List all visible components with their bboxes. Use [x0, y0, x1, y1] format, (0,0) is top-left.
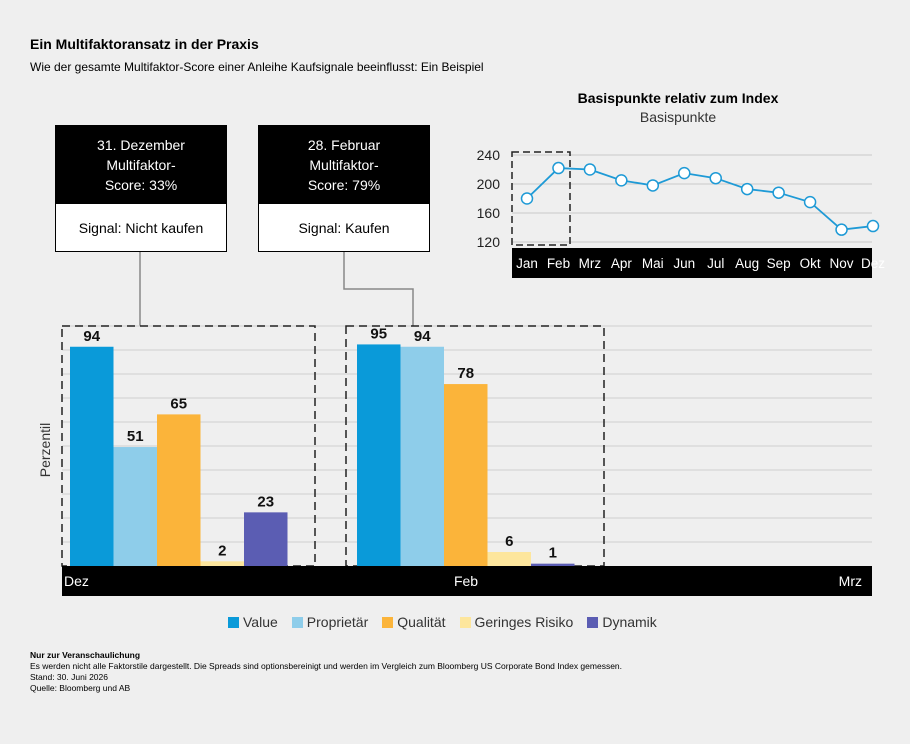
bar-qualität	[157, 414, 201, 566]
frame-dezember	[61, 325, 316, 567]
data-label: 94	[414, 328, 431, 345]
data-label: 65	[170, 395, 187, 412]
data-label: 1	[549, 545, 557, 562]
legend-item: Qualität	[382, 614, 446, 630]
line-point	[552, 161, 565, 175]
line-x-tick: Jul	[707, 256, 724, 271]
line-point	[740, 182, 754, 196]
x-axis-band	[62, 566, 872, 596]
bar-qualität	[444, 384, 488, 566]
line-x-tick: Jan	[516, 256, 538, 271]
x-tick-label: Dez	[64, 573, 89, 589]
line-x-tick: Jun	[673, 256, 695, 271]
line-point	[866, 219, 880, 233]
legend-item: Geringes Risiko	[459, 614, 574, 630]
footnote-heading: Nur zur Veranschaulichung	[30, 650, 141, 660]
page-subtitle: Wie der gesamte Multifaktor-Score einer …	[30, 60, 484, 74]
data-label: 94	[83, 328, 100, 345]
legend-label: Dynamik	[602, 614, 657, 630]
line-y-tick: 120	[477, 234, 501, 250]
line-point	[583, 163, 597, 176]
data-label: 78	[457, 365, 474, 382]
footnote-source: Quelle: Bloomberg und AB	[30, 683, 131, 693]
callout-connectors	[139, 252, 414, 326]
page-title: Ein Multifaktoransatz in der Praxis	[30, 36, 259, 52]
legend-item: Value	[228, 614, 278, 630]
callout-label: Multifaktor-	[309, 157, 379, 173]
line-point	[772, 186, 785, 199]
line-series	[526, 167, 874, 231]
line-point	[520, 192, 534, 205]
legend-item: Proprietär	[291, 614, 369, 630]
data-label: 2	[218, 542, 226, 559]
line-x-tick: Apr	[611, 256, 633, 271]
line-point	[678, 166, 691, 180]
bar-geringes-risiko	[487, 552, 531, 566]
line-x-tick: Feb	[547, 256, 570, 271]
callout-date: 28. Februar	[307, 137, 381, 153]
x-tick-label: Mrz	[839, 573, 862, 589]
data-label: 6	[505, 533, 513, 550]
footnote-line: Es werden nicht alle Faktorstile dargest…	[30, 661, 623, 671]
legend-swatch	[228, 616, 239, 628]
line-point	[615, 174, 628, 187]
footnote-date: Stand: 30. Juni 2026	[30, 672, 108, 682]
legend-label: Qualität	[397, 614, 446, 630]
legend: Value Proprietär Qualität Geringes Risiko Dy…	[228, 614, 657, 630]
callout-score: Score: 33%	[104, 177, 178, 193]
bar-dynamik	[531, 563, 575, 566]
line-chart-title: Basispunkte relativ zum Index	[578, 90, 779, 106]
legend-label: Value	[243, 614, 278, 630]
bar-value	[357, 344, 401, 566]
line-y-tick: 200	[477, 176, 501, 192]
line-point	[803, 195, 817, 209]
line-x-tick: Nov	[830, 256, 854, 271]
line-y-tick: 160	[477, 205, 501, 221]
line-x-tick: Mrz	[579, 256, 602, 271]
line-chart-subtitle: Basispunkte	[640, 109, 716, 125]
line-x-band	[512, 248, 872, 278]
bar-chart: 94 95 51 94 65 78 2 6 23 1 Dez Feb Mrz Perzentil	[37, 325, 872, 596]
callout-score: Score: 79%	[307, 177, 381, 193]
callout-signal: Signal: Kaufen	[298, 220, 390, 236]
legend-item: Dynamik	[587, 614, 657, 630]
callout-februar: 28. Februar Multifaktor- Score: 79% Sign…	[258, 125, 430, 252]
bar-proprietär	[113, 447, 157, 566]
x-tick-label: Feb	[454, 573, 478, 589]
line-y-tick: 240	[477, 147, 501, 163]
data-label: 51	[127, 428, 144, 445]
line-point	[709, 171, 722, 185]
data-label: 95	[370, 325, 387, 342]
callout-dezember: 31. Dezember Multifaktor- Score: 33% Sig…	[55, 125, 227, 252]
bar-value	[70, 346, 114, 566]
line-x-tick: Mai	[642, 256, 664, 271]
legend-swatch	[382, 616, 394, 628]
connector-februar	[343, 252, 414, 326]
bar-proprietär	[400, 346, 444, 566]
line-highlight-box	[511, 151, 571, 246]
bar-dynamik	[244, 512, 288, 566]
callout-label: Multifaktor-	[106, 157, 176, 173]
line-x-tick: Okt	[800, 256, 821, 271]
line-x-tick: Sep	[767, 256, 791, 271]
line-point	[835, 223, 848, 236]
callout-date: 31. Dezember	[97, 137, 185, 153]
legend-label: Proprietär	[306, 614, 369, 630]
callout-signal: Signal: Nicht kaufen	[78, 220, 204, 236]
line-x-tick: Dez	[861, 256, 885, 271]
legend-swatch	[291, 616, 303, 628]
line-chart: Basispunkte relativ zum Index Basispunkte…	[477, 90, 885, 278]
legend-swatch	[459, 616, 471, 628]
legend-label: Geringes Risiko	[474, 614, 574, 630]
y-axis-label: Perzentil	[37, 423, 53, 477]
data-label: 23	[257, 493, 274, 510]
bar-geringes-risiko	[200, 561, 244, 566]
footnotes: Nur zur Veranschaulichung Es werden nich…	[30, 650, 622, 694]
line-x-tick: Aug	[735, 256, 759, 271]
legend-swatch	[587, 616, 599, 628]
line-point	[646, 179, 660, 192]
